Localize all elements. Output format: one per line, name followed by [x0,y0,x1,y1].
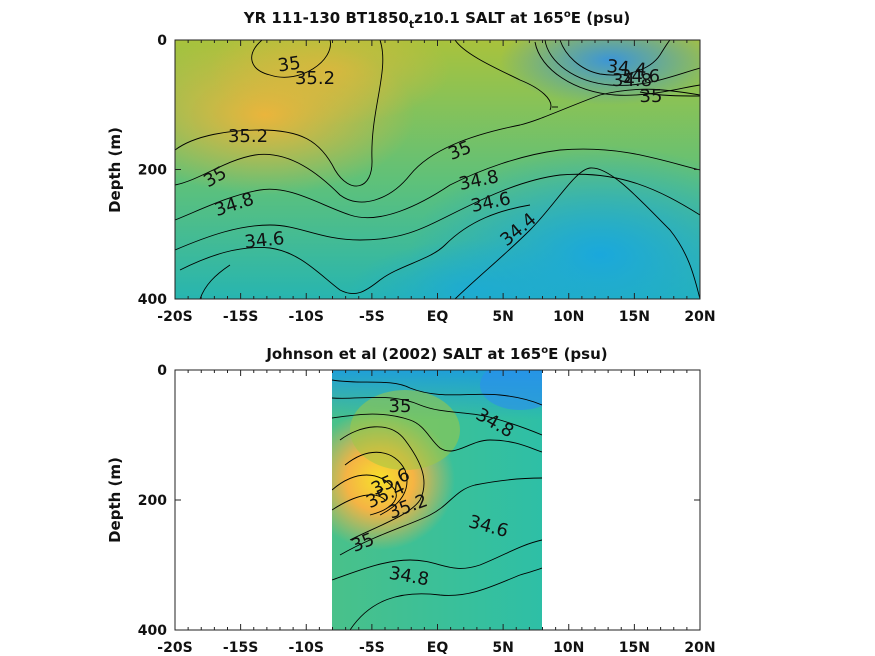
x-tick-label: -5S [359,309,385,325]
x-tick-label: -5S [359,640,385,656]
x-tick-label: -15S [223,640,258,656]
x-tick-label: -20S [157,309,192,325]
contour-label: 34.8 [612,70,652,91]
contour-label: 35 [640,86,663,107]
x-tick-label: -10S [289,640,324,656]
x-tick-label: 15N [619,640,650,656]
panel-1-title: YR 111-130 BT1850tz10.1 SALT at 165oE (p… [243,9,631,31]
x-tick-label: -20S [157,640,192,656]
y-tick-label: 0 [157,363,167,379]
panel-1-ylabel: Depth (m) [106,127,124,213]
contour-label: 34.4 [606,56,648,81]
x-tick-label: 15N [619,309,650,325]
panel-2: Johnson et al (2002) SALT at 165oE (psu)… [106,345,716,656]
contour-label: 35.2 [228,126,268,147]
panel-1-y-ticks: 0 200 400 [138,33,700,308]
panel-1-x-ticks: -20S -15S -10S -5S EQ 5N 10N 15N 20N [157,40,716,325]
x-tick-label: 20N [684,640,715,656]
contour-label: 35.2 [295,68,335,89]
contour-label: 35 [389,396,412,417]
contour-label: 34.6 [243,228,285,253]
panel-2-contours [332,379,542,630]
x-tick-label: -10S [289,309,324,325]
contour-label: 35 [276,53,302,77]
panel-1-contours [175,40,700,299]
x-tick-label: EQ [427,640,449,656]
panel-2-x-ticks: -20S -15S -10S -5S EQ 5N 10N 15N 20N [157,370,716,656]
x-tick-label: 10N [553,640,584,656]
x-tick-label: 10N [553,309,584,325]
y-tick-label: 200 [138,163,167,179]
y-tick-label: 200 [138,493,167,509]
panel-1-field [175,40,700,299]
y-tick-label: 0 [157,33,167,49]
x-tick-label: 5N [492,640,513,656]
x-tick-label: -15S [223,309,258,325]
panel-2-y-ticks: 0 200 400 [138,363,700,639]
panel-2-ylabel: Depth (m) [106,457,124,543]
x-tick-label: 5N [492,309,513,325]
panel-2-field [332,370,542,630]
panel-1: YR 111-130 BT1850tz10.1 SALT at 165oE (p… [106,9,716,325]
contour-label: 34.6 [620,66,660,87]
panel-2-title: Johnson et al (2002) SALT at 165oE (psu) [265,345,607,363]
y-tick-label: 400 [138,292,167,308]
x-tick-label: 20N [684,309,715,325]
x-tick-label: EQ [427,309,449,325]
y-tick-label: 400 [138,623,167,639]
